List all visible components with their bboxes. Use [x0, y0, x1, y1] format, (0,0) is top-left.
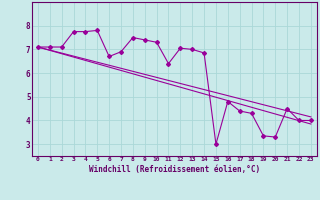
X-axis label: Windchill (Refroidissement éolien,°C): Windchill (Refroidissement éolien,°C) — [89, 165, 260, 174]
